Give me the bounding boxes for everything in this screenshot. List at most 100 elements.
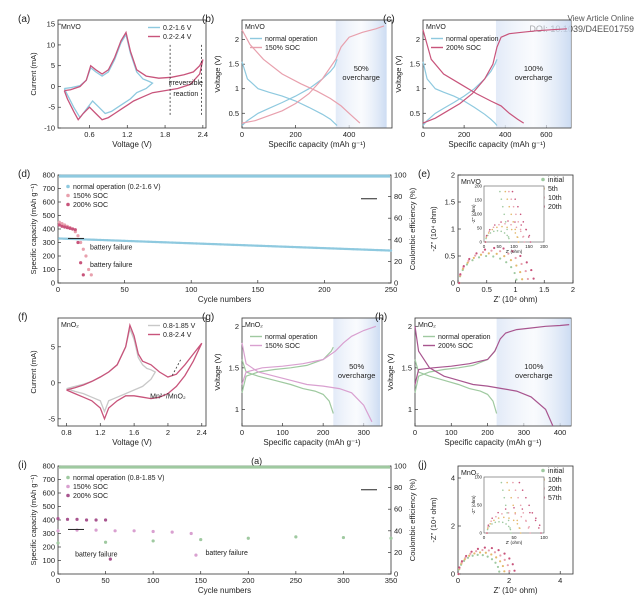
inset-point [501, 513, 503, 515]
view-article-link[interactable]: View Article Online [567, 14, 634, 23]
x-axis-label: Specific capacity (mAh g⁻¹) [263, 438, 360, 447]
capacity-point [71, 227, 75, 231]
inset-point [512, 221, 515, 223]
inset-point [525, 228, 527, 231]
y-tick-label: -10 [44, 124, 55, 133]
impedance-point [493, 551, 497, 554]
x-tick-label: 400 [554, 428, 567, 437]
inset-point [531, 512, 534, 514]
inset-point [507, 220, 509, 222]
inset-point [510, 223, 512, 226]
inset-point [488, 228, 491, 231]
impedance-point [487, 549, 490, 552]
failure-annotation: battery failure [205, 550, 248, 557]
impedance-point [465, 554, 468, 558]
inset-point [517, 221, 520, 223]
inset-point [538, 524, 541, 527]
charge-curve [422, 28, 567, 124]
inset-point [506, 226, 508, 229]
inset-point [486, 528, 489, 531]
x-tick-label: 100 [445, 428, 458, 437]
impedance-point [507, 252, 510, 255]
inset-point [488, 525, 491, 528]
inset-point [501, 225, 503, 228]
inset-point [498, 223, 500, 226]
legend-entry: 0.2-2.4 V [163, 34, 192, 41]
impedance-point [474, 254, 477, 257]
inset-point [517, 205, 519, 208]
x-tick-label: 1.2 [95, 428, 105, 437]
y-tick-label: 4 [451, 474, 455, 483]
inset-point [506, 228, 508, 231]
capacity-point [73, 228, 77, 232]
inset-point [487, 525, 489, 528]
y-tick-label: 800 [42, 462, 55, 471]
x-tick-label: 200 [289, 130, 302, 139]
impedance-point [484, 254, 488, 258]
x-tick-label: 0 [413, 428, 417, 437]
legend-marker [66, 193, 70, 198]
impedance-point [513, 271, 516, 275]
failure-annotation: battery failure [90, 262, 133, 269]
x-tick-label: 200 [317, 428, 330, 437]
inset-point [517, 496, 519, 499]
x-tick-label: 0 [456, 576, 460, 585]
impedance-point [457, 572, 460, 576]
impedance-point [513, 569, 516, 572]
inset-x-tick-label: 0 [483, 535, 486, 540]
legend-entry: 150% SOC [73, 193, 108, 200]
overcharge-region [496, 318, 571, 426]
inset-point [504, 508, 507, 510]
irreversible-annotation: reaction [173, 91, 198, 98]
chart-b: 0 200 400 0.5 1 1.5 2 Specific capacity (mAh g⁻… [202, 14, 393, 149]
y-tick-label: 1 [235, 405, 239, 414]
y-tick-label: 100 [42, 556, 55, 565]
impedance-point [515, 278, 518, 281]
y2-tick-label: 20 [394, 548, 402, 557]
impedance-point [458, 566, 461, 569]
y-axis-label: -Z'' (10⁴ ohm) [429, 497, 438, 543]
y-tick-label: 700 [42, 475, 55, 484]
inset-point [519, 504, 522, 507]
legend-entry: 150% SOC [73, 484, 108, 491]
inset-point [510, 228, 513, 231]
x-tick-label: 100 [276, 428, 289, 437]
impedance-point [490, 249, 493, 252]
x-tick-label: 4 [558, 576, 562, 585]
impedance-point [503, 255, 506, 258]
legend-entry: normal operation [438, 334, 491, 341]
y-tick-label: 2 [408, 322, 412, 331]
y-axis-label: Voltage (V) [213, 55, 222, 93]
capacity-point [151, 539, 155, 543]
impedance-point [475, 252, 478, 255]
y-tick-label: 2 [235, 322, 239, 331]
y-tick-label: 1.5 [410, 60, 420, 69]
y2-axis-label: Coulombic efficiency (%) [408, 187, 417, 270]
capacity-point [170, 530, 174, 534]
inset-point [487, 524, 490, 527]
capacity-point [84, 254, 88, 258]
y-tick-label: 600 [42, 198, 55, 207]
legend-marker [66, 484, 70, 489]
y-axis-label: Voltage (V) [386, 353, 395, 391]
legend-entry: normal operation (0.2-1.6 V) [73, 184, 161, 191]
inset-y-tick-label: 200 [474, 184, 482, 189]
inset-point [495, 515, 497, 518]
y-tick-label: 200 [42, 252, 55, 261]
y-tick-label: 1.5 [229, 363, 239, 372]
inset-point [500, 481, 503, 484]
impedance-point [497, 549, 500, 552]
inset-x-tick-label: 100 [540, 535, 548, 540]
overcharge-annotation: 100% [524, 362, 544, 371]
legend-entry: 0.2-1.6 V [163, 25, 192, 32]
y-tick-label: 15 [47, 20, 55, 29]
legend-entry: 200% SOC [446, 45, 481, 52]
inset-point [508, 190, 510, 193]
impedance-point [526, 277, 529, 281]
overcharge-annotation: 50% [349, 362, 364, 371]
x-tick-label: 1.2 [122, 130, 132, 139]
y-tick-label: 5 [51, 61, 55, 70]
impedance-point [524, 269, 527, 273]
y-tick-label: 0 [51, 279, 55, 288]
